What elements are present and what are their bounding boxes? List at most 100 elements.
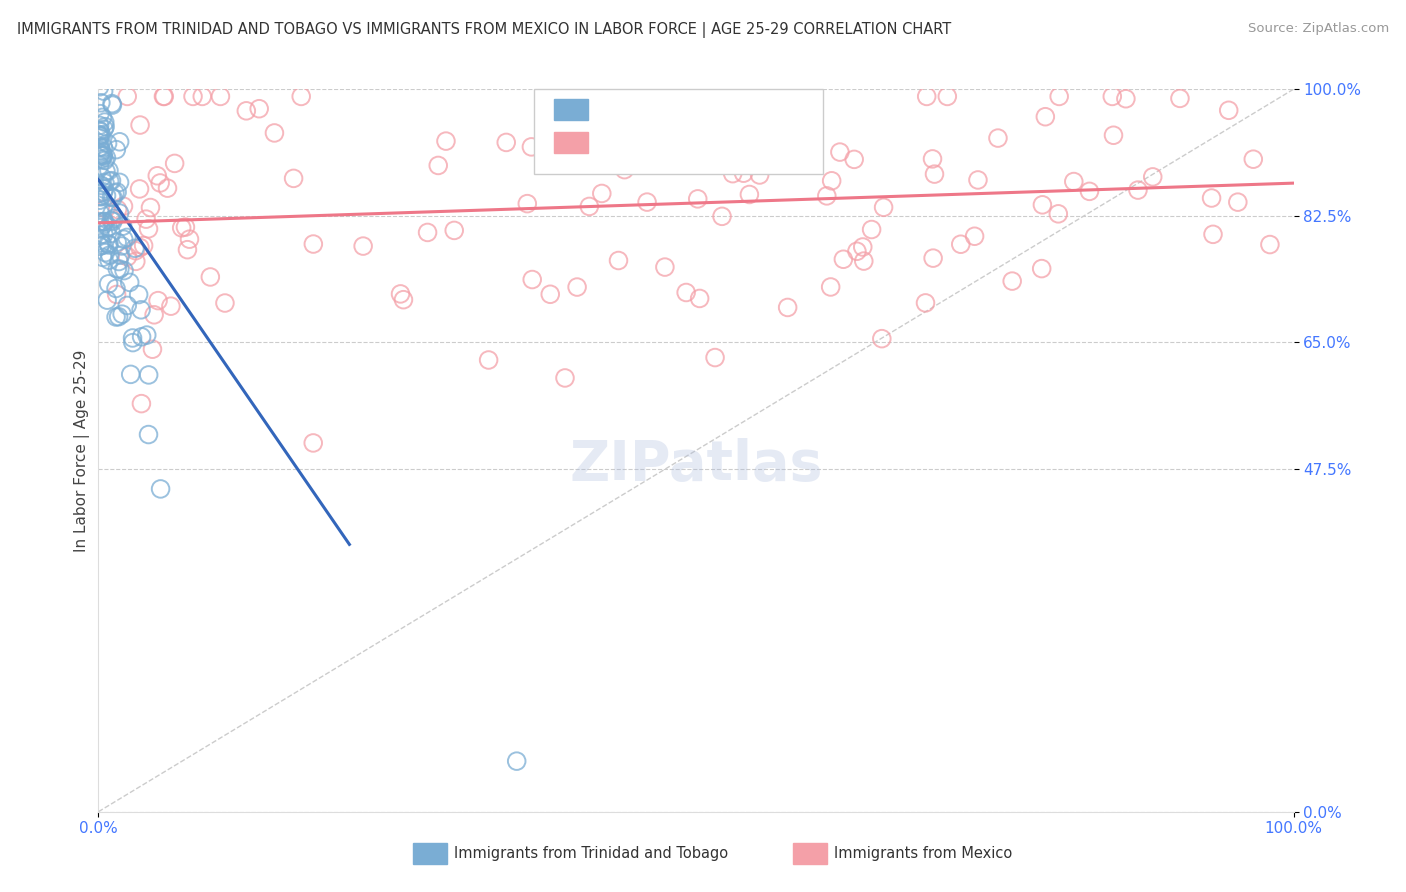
Text: IMMIGRANTS FROM TRINIDAD AND TOBAGO VS IMMIGRANTS FROM MEXICO IN LABOR FORCE | A: IMMIGRANTS FROM TRINIDAD AND TOBAGO VS I…	[17, 22, 950, 38]
Point	[1001, 274, 1024, 288]
Point	[117, 250, 139, 264]
Point	[112, 199, 135, 213]
Point	[120, 368, 142, 382]
Point	[89, 186, 111, 201]
Point	[112, 263, 135, 277]
Point	[97, 220, 120, 235]
Point	[91, 238, 114, 252]
Point	[89, 206, 111, 220]
Point	[139, 201, 162, 215]
Point	[93, 227, 115, 242]
Point	[105, 143, 128, 157]
Point	[149, 482, 172, 496]
Point	[987, 131, 1010, 145]
Point	[1202, 227, 1225, 242]
Point	[105, 185, 128, 199]
Point	[111, 239, 134, 253]
Point	[89, 125, 111, 139]
Point	[156, 181, 179, 195]
Point	[94, 153, 117, 168]
Point	[915, 89, 938, 103]
Point	[93, 182, 115, 196]
Point	[117, 298, 139, 312]
Point	[105, 235, 128, 249]
Point	[115, 230, 138, 244]
Point	[821, 174, 844, 188]
Point	[89, 106, 111, 120]
Point	[128, 182, 150, 196]
Point	[94, 245, 117, 260]
Point	[160, 299, 183, 313]
Point	[107, 310, 129, 324]
Point	[235, 103, 257, 118]
Point	[97, 277, 120, 291]
Point	[100, 174, 122, 188]
Point	[163, 156, 186, 170]
Point	[686, 192, 709, 206]
Point	[129, 241, 152, 255]
Point	[89, 128, 111, 143]
Point	[105, 287, 128, 301]
Point	[89, 123, 111, 137]
Point	[94, 202, 117, 216]
Point	[108, 254, 131, 268]
Point	[90, 95, 112, 110]
Point	[112, 232, 135, 246]
Point	[181, 89, 204, 103]
Text: N =: N =	[688, 134, 724, 152]
Point	[89, 159, 111, 173]
Point	[776, 301, 799, 315]
Point	[924, 167, 946, 181]
Point	[96, 293, 118, 307]
Text: Immigrants from Mexico: Immigrants from Mexico	[834, 847, 1012, 861]
Point	[820, 280, 842, 294]
Point	[141, 342, 163, 356]
Point	[389, 286, 412, 301]
Point	[89, 140, 111, 154]
Point	[93, 84, 115, 98]
Point	[118, 276, 141, 290]
Point	[93, 149, 115, 163]
Point	[815, 189, 838, 203]
Point	[738, 187, 761, 202]
Point	[1218, 103, 1240, 118]
Point	[105, 310, 128, 324]
Point	[152, 89, 174, 103]
Point	[91, 251, 114, 265]
Point	[936, 89, 959, 103]
Point	[108, 206, 131, 220]
Point	[103, 211, 125, 226]
Point	[506, 754, 529, 768]
Point	[91, 111, 114, 125]
Point	[97, 163, 120, 178]
Point	[108, 175, 131, 189]
Text: Source: ZipAtlas.com: Source: ZipAtlas.com	[1249, 22, 1389, 36]
Point	[98, 238, 121, 252]
Point	[121, 331, 143, 345]
Point	[125, 254, 148, 268]
Point	[90, 146, 112, 161]
Point	[93, 217, 115, 231]
Point	[921, 152, 943, 166]
Point	[538, 287, 561, 301]
Text: ZIPatlas: ZIPatlas	[569, 438, 823, 491]
Point	[538, 95, 561, 110]
Point	[97, 236, 120, 251]
Point	[124, 244, 146, 258]
Point	[143, 308, 166, 322]
Point	[90, 170, 112, 185]
Point	[105, 262, 128, 277]
Point	[443, 223, 465, 237]
Point	[149, 176, 172, 190]
Point	[129, 118, 152, 132]
Point	[922, 251, 945, 265]
Point	[90, 235, 112, 250]
Point	[96, 188, 118, 202]
Point	[654, 260, 676, 274]
Point	[748, 168, 770, 182]
Point	[97, 68, 120, 82]
Point	[128, 287, 150, 301]
Point	[1201, 191, 1223, 205]
Point	[214, 296, 236, 310]
Point	[94, 115, 117, 129]
